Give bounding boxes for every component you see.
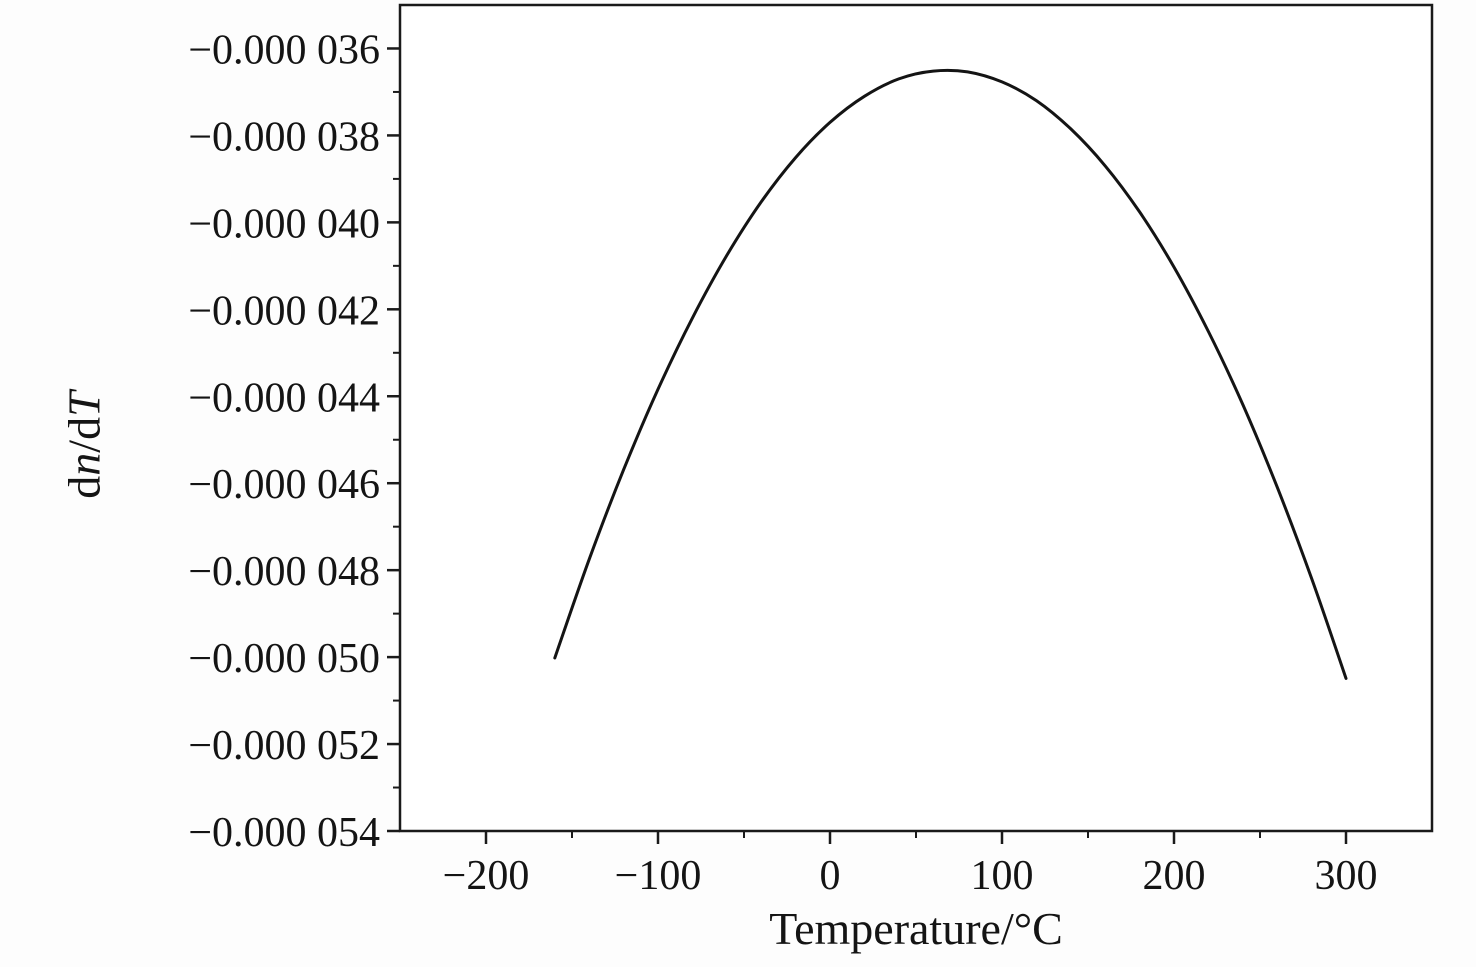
x-tick-label: 300	[1315, 853, 1378, 899]
y-tick-label: −0.000 048	[188, 549, 380, 595]
y-axis-title-operator: d	[58, 475, 110, 499]
y-tick-label: −0.000 042	[188, 288, 380, 334]
y-tick-label: −0.000 040	[188, 201, 380, 247]
y-axis-title-variable: T	[58, 391, 110, 417]
y-tick-label: −0.000 036	[188, 27, 380, 73]
y-tick-label: −0.000 054	[188, 810, 380, 856]
x-tick-label: −200	[443, 853, 530, 899]
y-axis-title-operator: /d	[58, 416, 110, 453]
y-tick-label: −0.000 052	[188, 723, 380, 769]
y-axis-title: dn/dT	[58, 391, 111, 498]
x-tick-label: 100	[971, 853, 1034, 899]
plot-frame	[398, 3, 1434, 833]
y-tick-label: −0.000 046	[188, 462, 380, 508]
y-tick-label: −0.000 044	[188, 375, 380, 421]
x-axis-title: Temperature/°C	[769, 903, 1063, 954]
y-tick-label: −0.000 050	[188, 636, 380, 682]
x-tick-label: 0	[820, 853, 841, 899]
data-curve	[553, 68, 1348, 680]
x-tick-label: 200	[1143, 853, 1206, 899]
y-axis-title-variable: n	[58, 452, 110, 476]
y-tick-label: −0.000 038	[188, 114, 380, 160]
x-tick-label: −100	[615, 853, 702, 899]
